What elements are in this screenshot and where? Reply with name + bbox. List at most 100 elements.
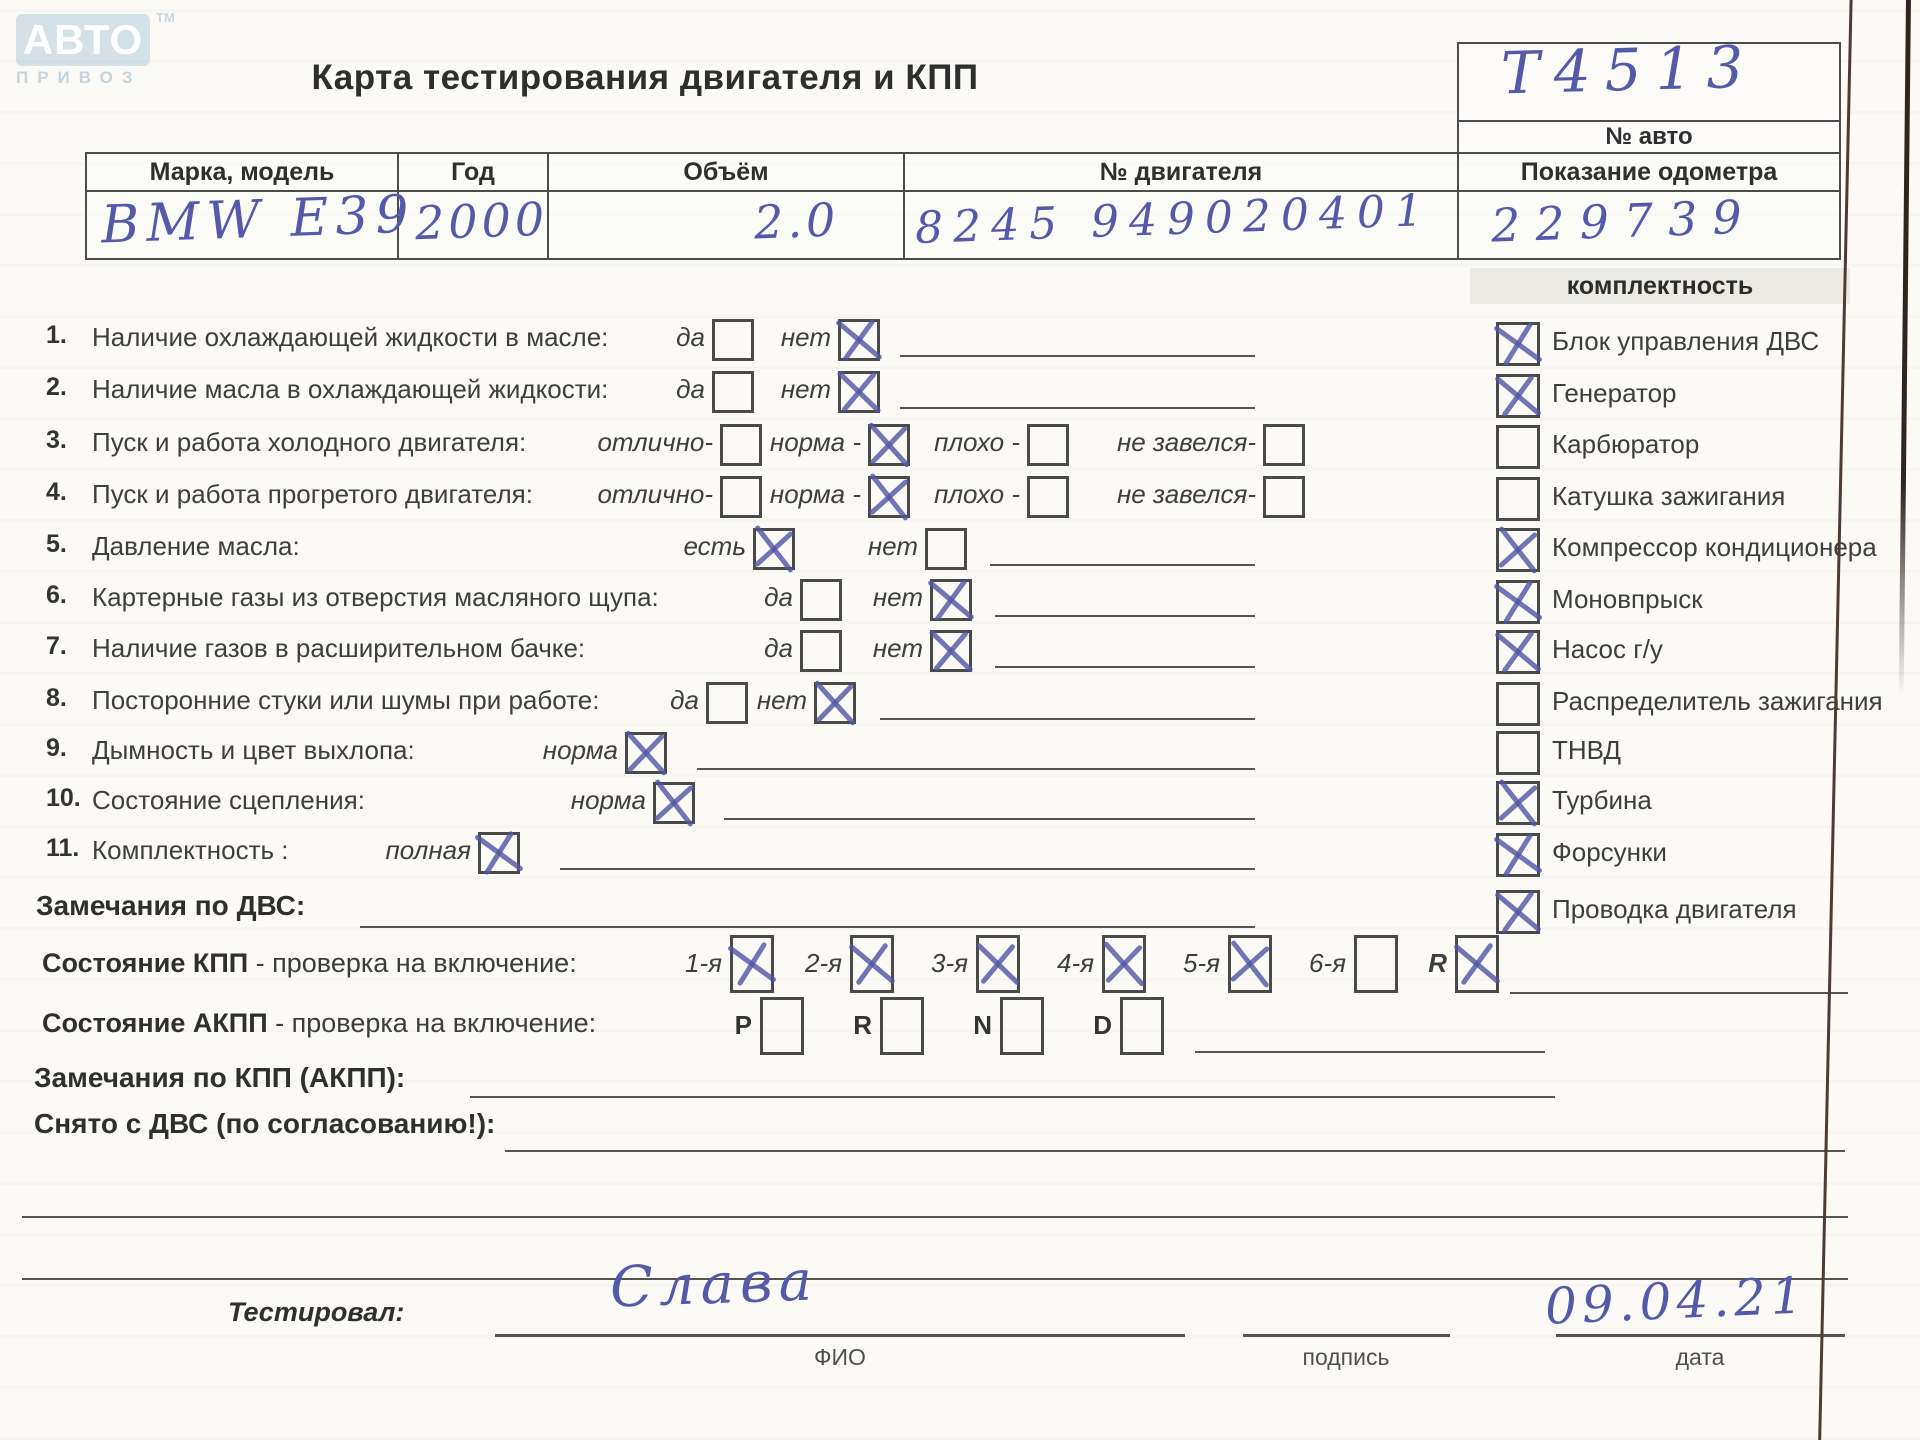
gear-checkbox-5-я[interactable]: [1228, 935, 1272, 993]
handwritten-x-mark: [1096, 929, 1152, 998]
equipment-label: Блок управления ДВС: [1552, 326, 1820, 356]
option-label: отлично-: [597, 479, 713, 509]
removed-from-engine-label: Снято с ДВС (по согласованию!):: [34, 1108, 496, 1139]
checkbox-да[interactable]: [800, 630, 842, 672]
handwritten-x-mark: [1489, 826, 1548, 885]
checklist-item-number: 4.: [46, 478, 67, 506]
gear-checkbox-1-я[interactable]: [727, 935, 777, 993]
equipment-checkbox[interactable]: [1496, 731, 1540, 775]
vehicle-col-header: Показание одометра: [1459, 154, 1839, 192]
answer-line: [560, 868, 1255, 870]
blank-ruled-line: [22, 1216, 1848, 1218]
checkbox-норма[interactable]: [624, 729, 668, 777]
checklist-item-label: Наличие газов в расширительном бачке:: [92, 633, 586, 663]
vehicle-value-handwritten: 2.0: [753, 192, 841, 250]
mode-label: N: [973, 1010, 992, 1040]
mode-checkbox-P[interactable]: [760, 997, 804, 1055]
option-label: отлично-: [597, 427, 713, 457]
checkbox-нет[interactable]: [813, 679, 857, 727]
vehicle-col-header: Год: [399, 154, 549, 192]
equipment-section-header: комплектность: [1470, 268, 1850, 304]
page-title: Карта тестирования двигателя и КПП: [311, 58, 979, 97]
equipment-checkbox[interactable]: [1496, 425, 1540, 469]
checkbox-да[interactable]: [712, 319, 754, 361]
checkbox-нет[interactable]: [927, 578, 975, 622]
checkbox-нет[interactable]: [925, 528, 967, 570]
equipment-checkbox[interactable]: [1496, 778, 1540, 828]
checkbox-да[interactable]: [712, 371, 754, 413]
equipment-checkbox[interactable]: [1496, 477, 1540, 521]
vehicle-value-handwritten: BMW E39: [100, 184, 417, 256]
checklist-item-label: Картерные газы из отверстия масляного щу…: [92, 582, 659, 612]
checkbox-норма[interactable]: [867, 421, 911, 469]
tested-by-label: Тестировал:: [228, 1297, 405, 1327]
mode-checkbox-N[interactable]: [1000, 997, 1044, 1055]
checklist-item-label: Посторонние стуки или шумы при работе:: [92, 685, 600, 715]
handwritten-x-mark: [1449, 929, 1505, 998]
option-label: да: [676, 322, 705, 352]
handwritten-x-mark: [844, 929, 900, 998]
answer-line: [900, 407, 1255, 409]
handwritten-x-mark: [1489, 774, 1548, 833]
equipment-checkbox[interactable]: [1493, 321, 1543, 367]
handwritten-x-mark: [808, 676, 861, 729]
kpp-state-label: Состояние КПП - проверка на включение:: [42, 948, 577, 979]
equipment-checkbox[interactable]: [1494, 374, 1542, 418]
checklist-item-number: 7.: [46, 632, 67, 660]
vehicle-value-handwritten: 8245 949020401: [914, 184, 1434, 255]
auto-number-field: T4513: [1459, 33, 1839, 122]
mode-checkbox-R[interactable]: [880, 997, 924, 1055]
handwritten-x-mark: [926, 626, 976, 676]
checkbox-полная[interactable]: [474, 830, 524, 876]
equipment-checkbox[interactable]: [1494, 630, 1542, 674]
mode-checkbox-D[interactable]: [1120, 997, 1164, 1055]
checkbox-норма[interactable]: [653, 778, 695, 828]
equipment-checkbox[interactable]: [1494, 890, 1542, 934]
equipment-checkbox[interactable]: [1493, 579, 1543, 625]
checkbox-плохо[interactable]: [1027, 476, 1069, 518]
checkbox-незавелся[interactable]: [1263, 476, 1305, 518]
option-label: норма: [570, 785, 646, 815]
checklist-item-label: Дымность и цвет выхлопа:: [92, 735, 415, 765]
checklist-item-number: 9.: [46, 734, 67, 762]
equipment-checkbox[interactable]: [1496, 682, 1540, 726]
kpp-answer-line: [1510, 992, 1848, 994]
handwritten-x-mark: [619, 726, 672, 779]
option-label: норма -: [769, 479, 861, 509]
checkbox-да[interactable]: [800, 579, 842, 621]
checklist-item-number: 5.: [46, 530, 67, 558]
auto-number-box: T4513 № авто: [1457, 33, 1841, 154]
equipment-label: Компрессор кондиционера: [1552, 532, 1877, 562]
equipment-label: Распределитель зажигания: [1552, 686, 1883, 716]
equipment-checkbox[interactable]: [1496, 525, 1540, 575]
checkbox-нет[interactable]: [835, 318, 883, 362]
answer-line: [880, 718, 1255, 720]
vehicle-col-header: № двигателя: [905, 154, 1459, 192]
checklist-item-label: Давление масла:: [92, 531, 300, 561]
equipment-checkbox[interactable]: [1493, 832, 1543, 878]
gear-label: 5-я: [1182, 948, 1220, 978]
gear-checkbox-2-я[interactable]: [848, 935, 896, 993]
answer-line: [995, 615, 1255, 617]
handwritten-x-mark: [834, 367, 884, 417]
vehicle-info-table: Марка, модель Год Объём № двигателя Показани…: [85, 152, 1841, 260]
checkbox-нет[interactable]: [836, 370, 882, 414]
gear-label: 4-я: [1056, 948, 1094, 978]
equipment-label: ТНВД: [1552, 735, 1622, 765]
checkbox-нет[interactable]: [928, 629, 974, 673]
checklist-item-number: 1.: [46, 321, 67, 349]
tester-signature-handwritten: Слава: [608, 1248, 819, 1321]
auto-number-label: № авто: [1605, 123, 1693, 150]
gear-checkbox-6-я[interactable]: [1354, 935, 1398, 993]
checkbox-есть[interactable]: [753, 524, 795, 574]
gear-checkbox-3-я[interactable]: [975, 935, 1021, 993]
checkbox-плохо[interactable]: [1027, 424, 1069, 466]
checkbox-отлично[interactable]: [720, 424, 762, 466]
checkbox-незавелся[interactable]: [1263, 424, 1305, 466]
checkbox-норма[interactable]: [868, 472, 910, 522]
mode-label: D: [1093, 1010, 1112, 1040]
checkbox-да[interactable]: [706, 682, 748, 724]
checkbox-отлично[interactable]: [720, 476, 762, 518]
gear-checkbox-R[interactable]: [1453, 935, 1501, 993]
gear-checkbox-4-я[interactable]: [1102, 935, 1146, 993]
